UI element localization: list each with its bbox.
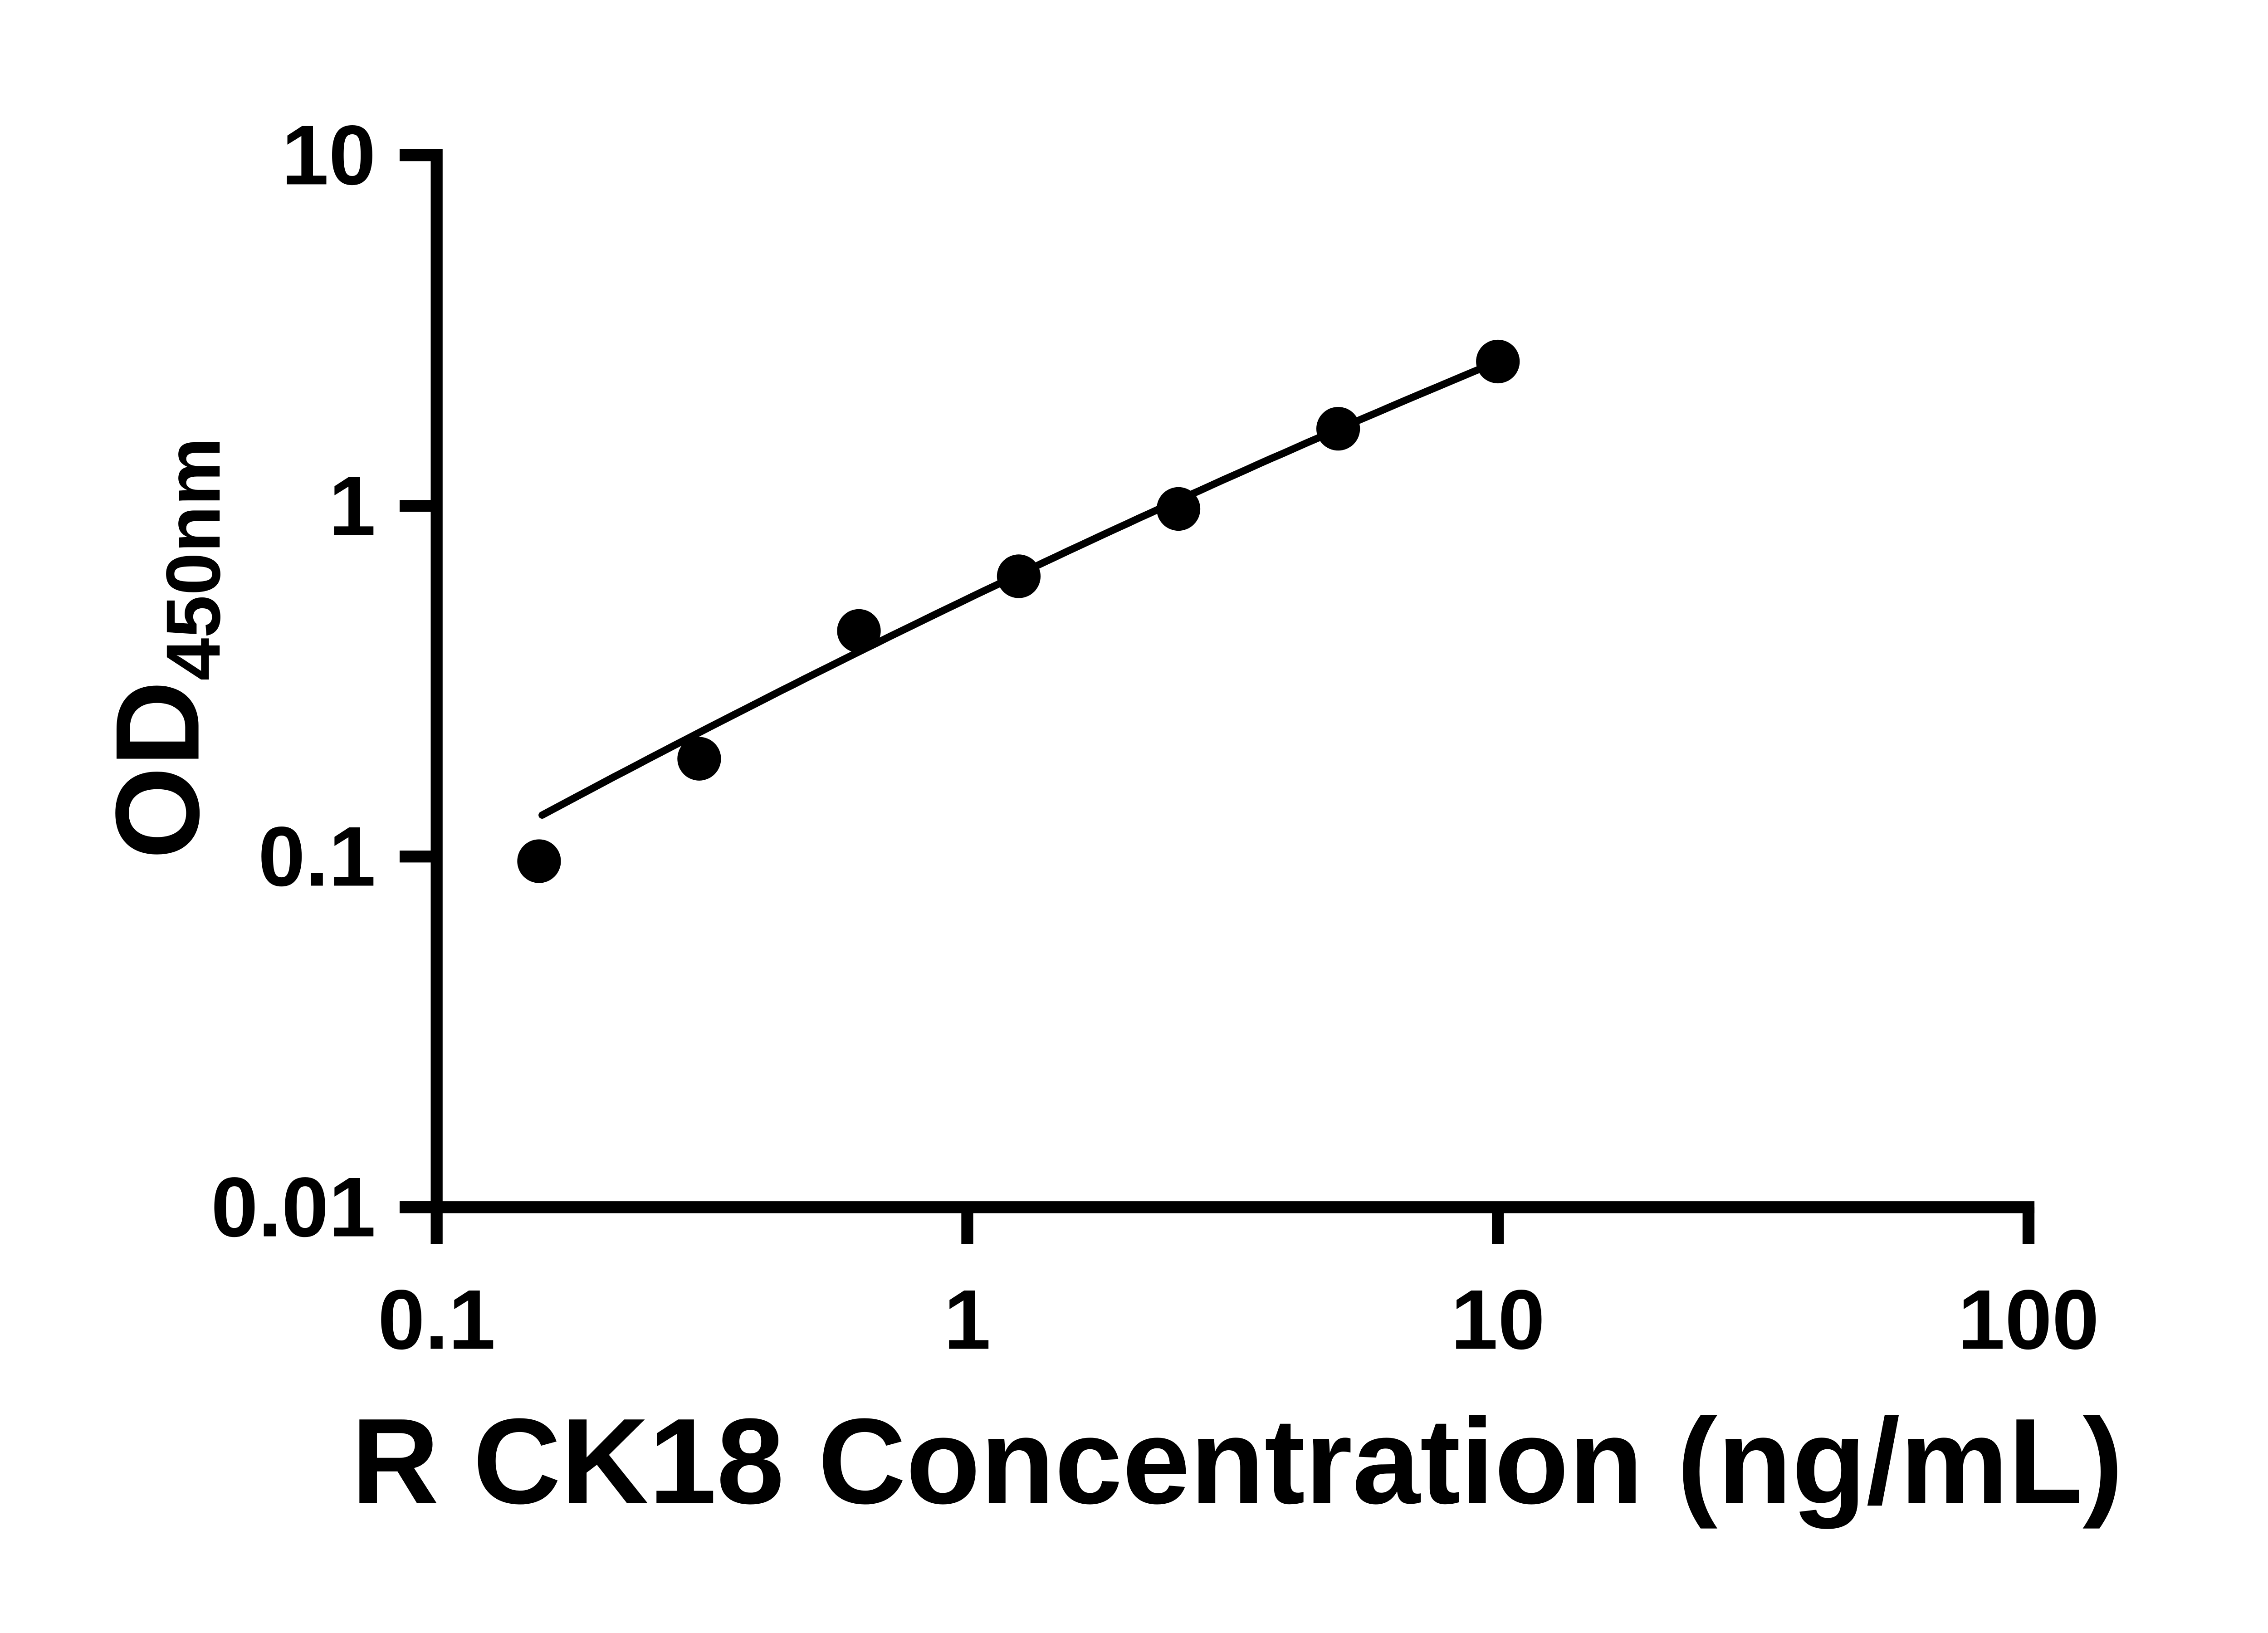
data-point (1316, 407, 1360, 451)
y-axis: 0.01 0.1 1 10 OD450nm (91, 108, 443, 1254)
elisa-standard-curve-figure: 0.1 1 10 100 R CK18 Concentration (ng/mL) 0… (90, 108, 2123, 1530)
y-tick-label: 10 (282, 108, 376, 202)
data-point (1156, 487, 1201, 531)
data-point (1476, 339, 1520, 384)
y-axis-ticks (399, 149, 437, 1213)
y-axis-tick-labels: 0.01 0.1 1 10 (211, 108, 376, 1254)
y-tick-label: 0.01 (211, 1159, 376, 1254)
x-tick-label: 0.1 (378, 1272, 496, 1367)
x-axis-title: R CK18 Concentration (ng/mL) (351, 1393, 2123, 1530)
x-tick-label: 100 (1958, 1272, 2099, 1367)
data-points (517, 339, 1520, 883)
y-tick-label: 0.1 (258, 809, 376, 904)
x-axis-ticks (430, 1207, 2035, 1244)
data-point (517, 839, 561, 883)
data-point (677, 737, 721, 781)
y-axis-title: OD450nm (91, 437, 236, 859)
x-tick-label: 1 (944, 1272, 991, 1367)
y-axis-title-subscript: 450nm (150, 437, 236, 680)
standard-curve-chart: 0.1 1 10 100 R CK18 Concentration (ng/mL) 0… (90, 108, 2123, 1530)
x-axis: 0.1 1 10 100 R CK18 Concentration (ng/mL) (351, 1201, 2123, 1530)
x-axis-tick-labels: 0.1 1 10 100 (378, 1272, 2099, 1367)
data-point (837, 609, 881, 653)
y-tick-label: 1 (329, 458, 376, 553)
x-tick-label: 10 (1451, 1272, 1545, 1367)
y-axis-title-main: OD (91, 681, 224, 860)
data-point (997, 554, 1041, 598)
